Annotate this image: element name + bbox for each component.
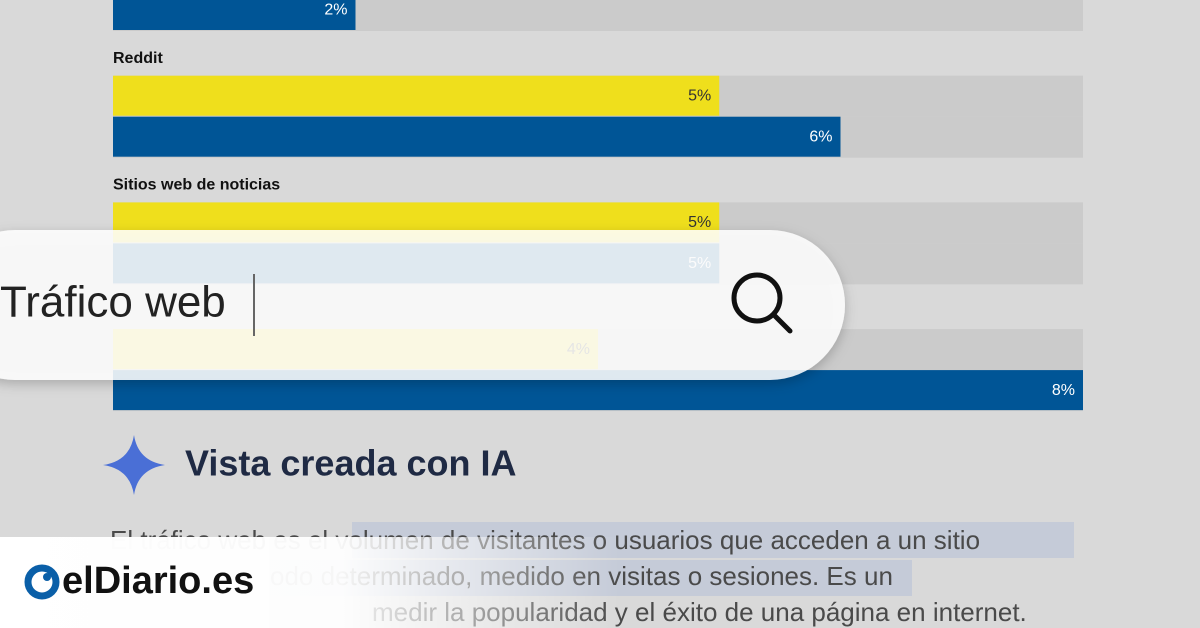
overlay: Tráfico web Vista creada con IA El tráfi… [0, 230, 1074, 628]
search-query[interactable]: Tráfico web [0, 278, 226, 327]
value-label: 6% [809, 128, 832, 145]
value-label: 5% [688, 214, 711, 231]
logo-icon [24, 564, 60, 600]
value-label: 2% [324, 2, 347, 19]
logo-icon-dot [43, 573, 51, 581]
value-label: 5% [688, 87, 711, 104]
logo: elDiario.es [62, 560, 254, 602]
bar [113, 0, 356, 30]
category-label: Reddit [113, 50, 163, 67]
bar [113, 75, 720, 116]
search-box[interactable] [0, 230, 845, 380]
logo-panel [0, 537, 620, 628]
ai-sparkle [103, 435, 165, 495]
search-icon[interactable] [731, 272, 793, 334]
category-label: Sitios web de noticias [113, 177, 280, 194]
value-label: 8% [1052, 382, 1075, 399]
bar [113, 116, 841, 157]
ai-heading: Vista creada con IA [185, 443, 517, 484]
